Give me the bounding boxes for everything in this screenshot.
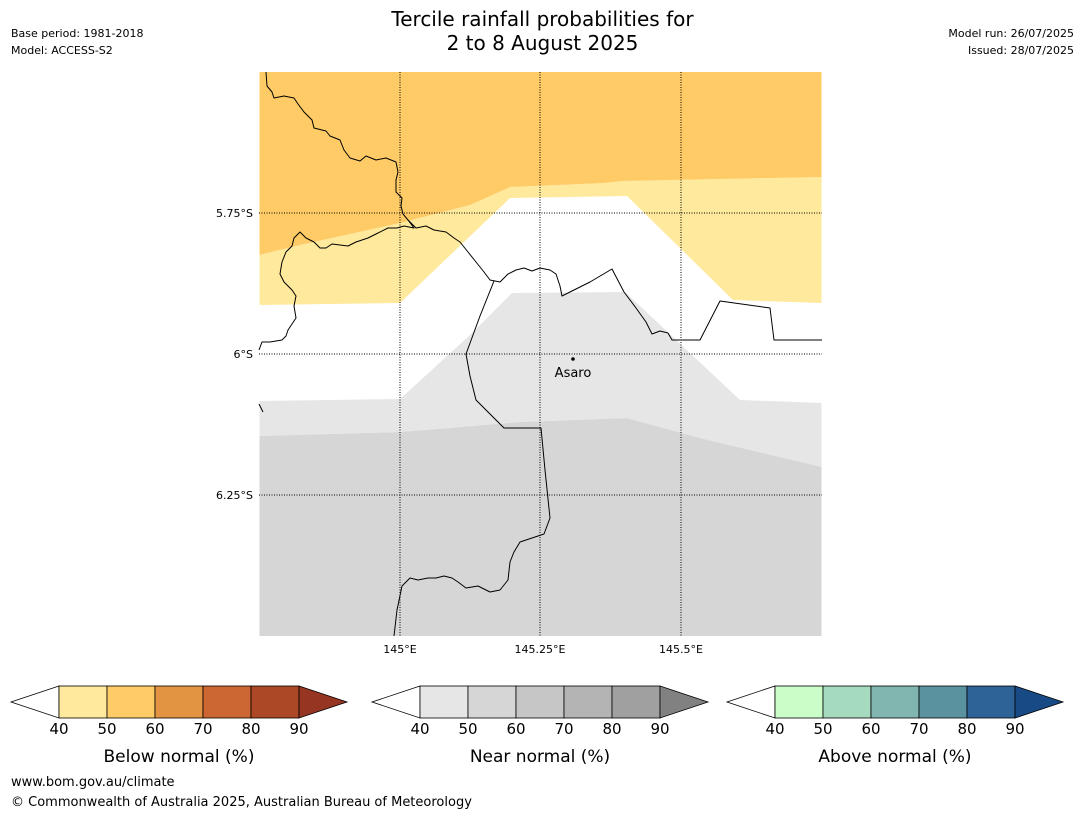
meta-right: Model run: 26/07/2025 Issued: 28/07/2025 [948,25,1074,59]
lon-label-1: 145°E [383,643,416,656]
footer-url: www.bom.gov.au/climate [11,775,175,790]
legend-tick-label: 70 [193,720,212,738]
border-line-west [258,71,415,351]
probability-field [259,72,822,636]
legend-title: Below normal (%) [104,747,255,767]
legend-tick-label: 40 [765,720,784,738]
asaro-marker [571,357,575,361]
legend-tick-label: 50 [97,720,116,738]
model-text: Model: ACCESS-S2 [11,44,113,57]
legend-swatch [58,685,108,719]
legend-3: 40 50 60 70 80 90 Above normal (%) [725,685,1065,767]
legend-2: 40 50 60 70 80 90 Near normal (%) [370,685,710,767]
legend-swatch [250,685,300,719]
legend-title: Above normal (%) [818,747,971,767]
legend-swatch [774,685,824,719]
map-title: Tercile rainfall probabilities for 2 to … [0,7,1085,55]
legend-under-arrow [370,685,421,719]
lat-label-2: 6°S [234,348,253,361]
legend-tick-label: 70 [909,720,928,738]
legend-tick-label: 90 [289,720,308,738]
legend-swatch [154,685,204,719]
legend-over-arrow [1014,685,1065,719]
legend-tick-label: 90 [650,720,669,738]
legend-title: Near normal (%) [470,747,610,767]
graticule [259,72,822,636]
legend-tick-label: 60 [861,720,880,738]
legend-tick-label: 70 [554,720,573,738]
legend-tick-label: 40 [49,720,68,738]
legend-1: 40 50 60 70 80 90 Below normal (%) [9,685,349,767]
legend-tick-label: 90 [1005,720,1024,738]
lat-label-1: 5.75°S [216,207,253,220]
issued-text: Issued: 28/07/2025 [967,44,1074,57]
title-line-2: 2 to 8 August 2025 [446,31,639,55]
asaro-label: Asaro [555,366,592,381]
legend-swatch [611,685,661,719]
coastlines-and-borders [258,71,822,637]
legend-under-arrow [9,685,60,719]
lon-label-3: 145.5°E [659,643,703,656]
legend-tick-label: 80 [602,720,621,738]
legend-swatch [966,685,1016,719]
base-period-text: Base period: 1981-2018 [11,27,144,40]
legend-swatch [467,685,517,719]
lat-label-3: 6.25°S [216,489,253,502]
coast-fragment-west [258,403,264,413]
legend-over-arrow [298,685,349,719]
legend-tick-label: 60 [145,720,164,738]
legend-tick-label: 60 [506,720,525,738]
legend-swatch [563,685,613,719]
legend-tick-label: 50 [813,720,832,738]
border-line-south [393,280,551,637]
legend-over-arrow [659,685,710,719]
legend-swatch [202,685,252,719]
legend-tick-label: 80 [957,720,976,738]
model-run-text: Model run: 26/07/2025 [948,27,1074,40]
legend-tick-label: 40 [410,720,429,738]
legend-swatch [515,685,565,719]
footer-copyright: © Commonwealth of Australia 2025, Austra… [11,795,472,810]
legend-tick-label: 80 [241,720,260,738]
legend-swatch [918,685,968,719]
legend-swatch [419,685,469,719]
title-line-1: Tercile rainfall probabilities for [391,7,694,31]
meta-left: Base period: 1981-2018 Model: ACCESS-S2 [11,25,143,59]
legend-swatch [106,685,156,719]
legend-swatch [870,685,920,719]
border-line-east [407,219,822,341]
legend-under-arrow [725,685,776,719]
lon-label-2: 145.25°E [515,643,566,656]
legend-swatch [822,685,872,719]
legend-tick-label: 50 [458,720,477,738]
legends: 40 50 60 70 80 90 Below normal (%) 40 50 60 70 80 90… [9,685,1065,767]
axis-labels: 5.75°S 6°S 6.25°S 145°E 145.25°E 145.5°E [216,207,703,656]
